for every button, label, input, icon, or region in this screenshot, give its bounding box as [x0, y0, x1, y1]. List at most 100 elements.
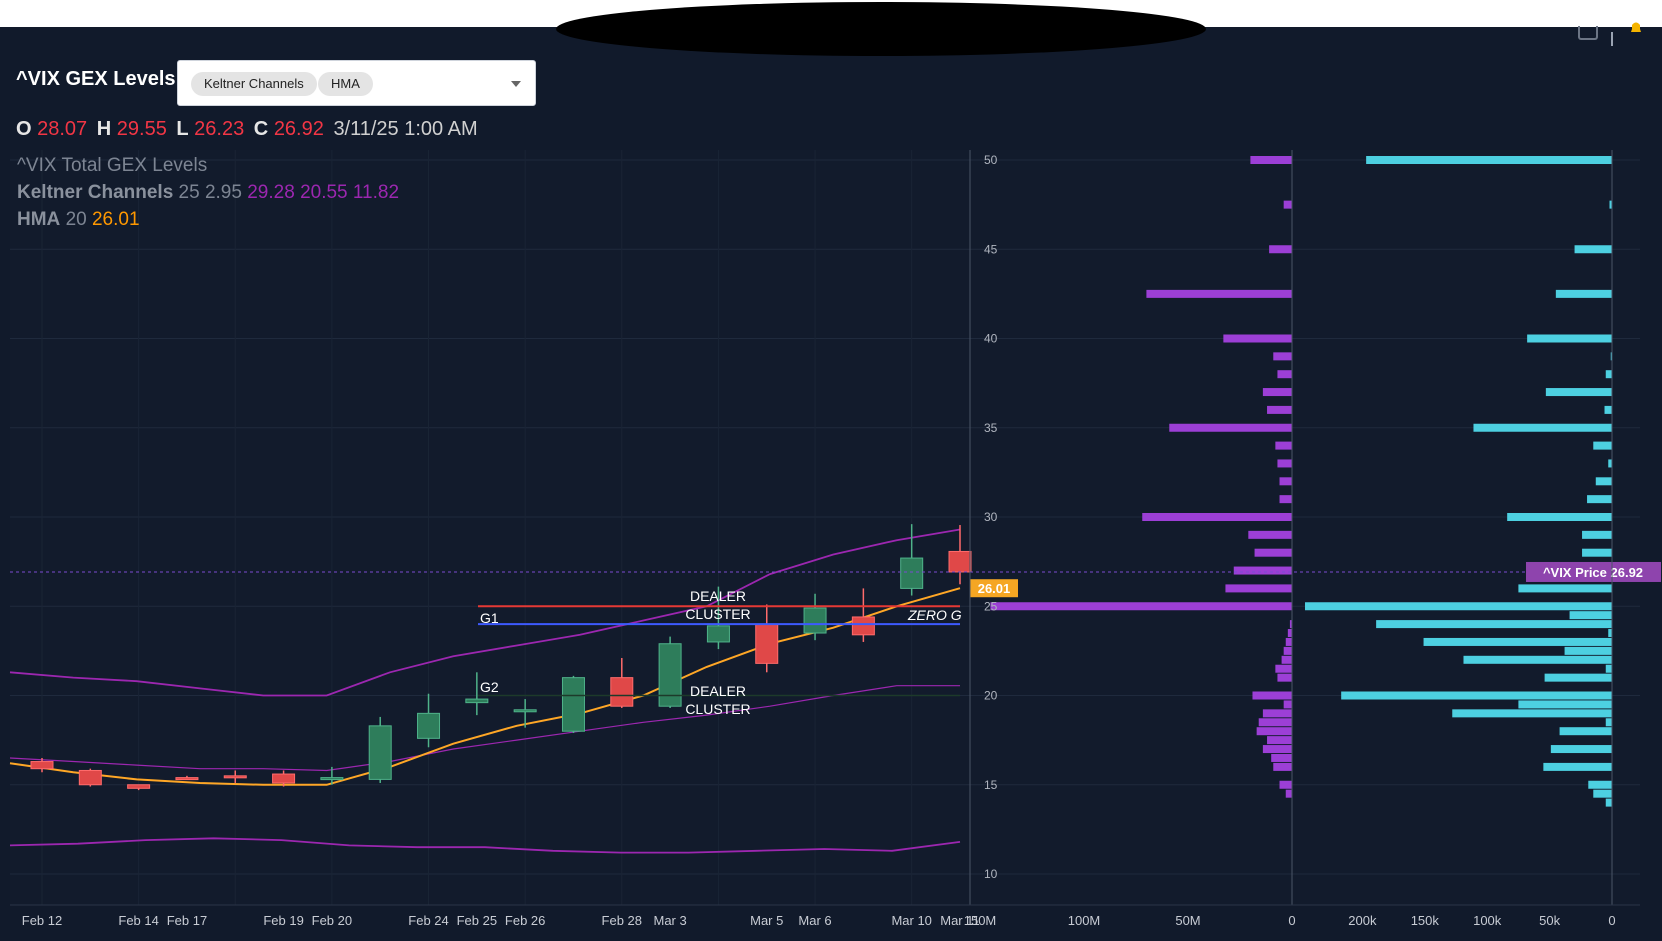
low-label: L: [176, 118, 189, 140]
oi-bar: [1544, 673, 1612, 682]
y-tick-label: 10: [984, 867, 998, 881]
gex-bar: [1250, 156, 1292, 164]
candle-body: [30, 761, 54, 770]
oi-bar: [1559, 727, 1612, 736]
legend-keltner: Keltner Channels 25 2.95 29.28 20.55 11.…: [17, 182, 400, 203]
candles: [30, 524, 972, 791]
gex-bar: [1277, 370, 1292, 379]
y-tick-label: 35: [984, 421, 998, 435]
oi-x-tick: 50k: [1539, 913, 1560, 928]
gex-profiles: [990, 156, 1612, 807]
oi-bar: [1587, 495, 1612, 504]
indicator-chip-hma[interactable]: HMA: [318, 72, 373, 96]
oi-bar: [1593, 441, 1612, 450]
y-tick-label: 50: [984, 153, 998, 167]
gex-bar: [1262, 745, 1292, 754]
dealer-cluster-label-1b: CLUSTER: [685, 606, 750, 622]
gex-bar: [1271, 753, 1292, 762]
g1-label: G1: [480, 610, 499, 626]
oi-bar: [1555, 289, 1612, 298]
gex-x-tick: 0: [1288, 913, 1295, 928]
legend-hma: HMA 20 26.01: [17, 209, 140, 230]
gex-bar: [1169, 423, 1292, 432]
menu-icon[interactable]: [1578, 26, 1598, 40]
candle-body: [465, 698, 489, 704]
indicator-chip-keltner[interactable]: Keltner Channels: [191, 72, 317, 96]
keltner-middle-line: [9, 685, 960, 772]
gex-bar: [1267, 736, 1292, 745]
x-tick-label: Feb 24: [408, 913, 448, 928]
candle-body: [948, 550, 972, 573]
candle-body: [561, 677, 585, 732]
bell-icon[interactable]: [1628, 20, 1644, 34]
gex-bar: [1225, 584, 1292, 593]
oi-bar: [1518, 584, 1612, 593]
oi-bar: [1604, 405, 1612, 414]
candle-body: [706, 625, 730, 643]
chevron-down-icon[interactable]: [511, 81, 521, 87]
gex-bar: [1146, 289, 1292, 298]
oi-bar: [1574, 245, 1612, 254]
gex-bar: [1277, 673, 1292, 682]
oi-bar: [1545, 388, 1612, 397]
gex-bar: [1283, 646, 1292, 655]
gex-bar: [1277, 459, 1292, 468]
oi-bar: [1452, 709, 1612, 718]
indicator-selector[interactable]: Keltner Channels HMA: [177, 60, 536, 106]
oi-bar: [1423, 637, 1612, 646]
oi-bar: [1593, 789, 1612, 798]
gex-bar: [1223, 334, 1292, 343]
page-title: ^VIX GEX Levels: [16, 68, 176, 90]
oi-bar: [1341, 691, 1612, 700]
gex-bar: [1279, 477, 1292, 486]
divider: [1611, 32, 1613, 46]
oi-bar: [1473, 423, 1612, 432]
chart-grid: [10, 150, 1640, 905]
hma-value-tag-text: 26.01: [978, 581, 1011, 596]
candle-body: [127, 784, 151, 789]
candle-body: [900, 557, 924, 589]
oi-bar: [1605, 718, 1612, 727]
gex-x-tick: 150M: [964, 913, 997, 928]
oi-bar: [1376, 620, 1612, 629]
g2-label: G2: [480, 679, 499, 695]
oi-bar: [1527, 334, 1612, 343]
gex-bar: [1281, 655, 1292, 664]
gex-bar: [1254, 548, 1292, 557]
gex-bar: [1233, 566, 1292, 575]
oi-x-tick: 200k: [1348, 913, 1377, 928]
candle-body: [78, 769, 102, 786]
hma-value-tag: [970, 579, 1018, 598]
x-tick-label: Feb 20: [312, 913, 352, 928]
y-tick-label: 20: [984, 689, 998, 703]
price-tag-text: ^VIX Price 26.92: [1543, 565, 1643, 580]
chart-legend: ^VIX Total GEX Levels Keltner Channels 2…: [17, 152, 399, 233]
gex-bar: [1279, 780, 1292, 789]
oi-bar: [1608, 629, 1612, 638]
candle-body: [803, 607, 827, 634]
keltner-lower-line: [9, 837, 961, 854]
gex-x-tick: 50M: [1175, 913, 1200, 928]
x-tick-label: Mar 11: [940, 913, 980, 928]
x-tick-label: Mar 6: [798, 913, 831, 928]
oi-bar: [1463, 655, 1612, 664]
gex-bar: [1142, 513, 1292, 521]
candle-body: [851, 616, 875, 636]
candle-body: [610, 677, 634, 707]
x-tick-label: Feb 14: [118, 913, 158, 928]
oi-bar: [1564, 646, 1612, 655]
oi-bar: [1518, 700, 1612, 709]
axes: 10 15 20 25 30 35 40 45 50 Feb 12 Feb 14 Feb 17 Feb …: [10, 150, 1640, 928]
oi-bar: [1605, 370, 1612, 379]
y-tick-label: 40: [984, 332, 998, 346]
y-tick-label: 15: [984, 778, 998, 792]
x-tick-label: Feb 17: [167, 913, 207, 928]
high-label: H: [96, 118, 112, 140]
gex-bar: [990, 602, 1292, 611]
x-tick-label: Feb 28: [602, 913, 642, 928]
open-label: O: [16, 118, 32, 140]
candle-body: [658, 643, 682, 707]
low-value: 26.23: [194, 118, 245, 140]
gex-bar: [1275, 664, 1292, 673]
